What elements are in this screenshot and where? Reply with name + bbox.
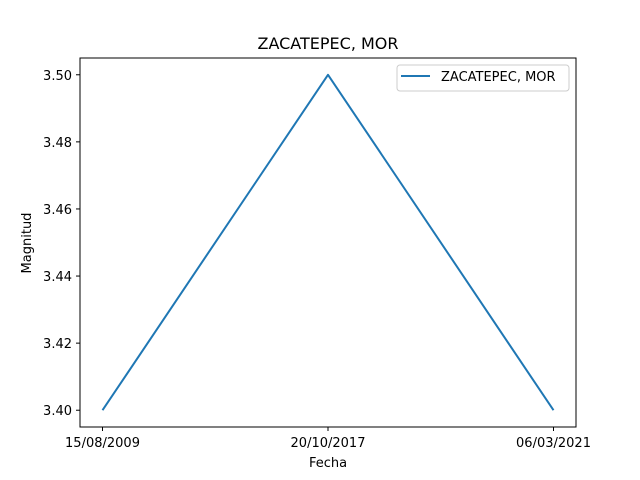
legend-label-series-0: ZACATEPEC, MOR — [441, 70, 556, 85]
legend: ZACATEPEC, MOR — [396, 64, 570, 92]
y-tick-label: 3.44 — [43, 270, 72, 285]
legend-box — [396, 64, 570, 92]
plot-area-frame — [79, 57, 577, 428]
y-axis-label: Magnitud — [20, 213, 35, 274]
y-tick-label: 3.48 — [43, 136, 72, 151]
x-tick-label: 15/08/2009 — [65, 436, 140, 451]
x-axis-label: Fecha — [309, 456, 347, 471]
x-tick-label: 20/10/2017 — [291, 436, 366, 451]
y-tick-label: 3.40 — [43, 404, 72, 419]
y-tick-label: 3.50 — [43, 69, 72, 84]
series-lines — [101, 73, 555, 411]
x-axis-ticks: 15/08/2009 20/10/2017 06/03/2021 — [65, 427, 591, 451]
x-tick-label: 06/03/2021 — [516, 436, 591, 451]
y-axis-ticks: 3.40 3.42 3.44 3.46 3.48 3.50 — [43, 69, 80, 419]
y-tick-label: 3.42 — [43, 337, 72, 352]
y-tick-label: 3.46 — [43, 203, 72, 218]
chart-title: ZACATEPEC, MOR — [258, 34, 399, 53]
